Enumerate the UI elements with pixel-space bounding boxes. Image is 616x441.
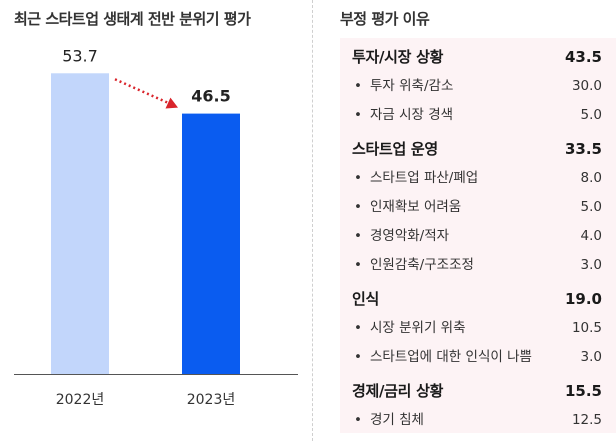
item-value: 12.5 <box>571 412 602 428</box>
category-value: 43.5 <box>564 48 602 66</box>
bullet-icon: • <box>354 78 362 94</box>
category-label: 투자/시장 상황 <box>352 48 444 66</box>
decline-arrow-line <box>114 78 173 106</box>
x-tick-label: 2022년 <box>56 392 105 408</box>
bullet-icon: • <box>354 228 362 244</box>
item-label: • 인재확보 어려움 <box>354 196 461 218</box>
decline-arrow-head-icon <box>165 97 178 109</box>
item-value: 3.0 <box>580 349 602 365</box>
bullet-icon: • <box>354 349 362 365</box>
x-tick-label: 2023년 <box>187 392 236 408</box>
reason-item: • 투자 위축/감소 30.0 <box>340 75 616 97</box>
item-label: • 인원감축/구조조정 <box>354 254 474 276</box>
item-value: 30.0 <box>571 78 602 94</box>
item-label: • 자금 시장 경색 <box>354 104 453 126</box>
bullet-icon: • <box>354 107 362 123</box>
category-value: 15.5 <box>564 382 602 400</box>
item-value: 5.0 <box>580 107 602 123</box>
bullet-icon: • <box>354 412 362 428</box>
category-value: 33.5 <box>564 140 602 158</box>
category-label: 경제/금리 상황 <box>352 382 444 400</box>
reason-item: • 경기 침체 12.5 <box>340 409 616 431</box>
reason-item: • 인원감축/구조조정 3.0 <box>340 254 616 276</box>
chart-title: 최근 스타트업 생태계 전반 분위기 평가 <box>14 10 251 28</box>
item-label: • 시장 분위기 위축 <box>354 317 466 339</box>
data-label: 53.7 <box>62 46 98 65</box>
reason-item: • 자금 시장 경색 5.0 <box>340 104 616 126</box>
reason-item: • 인재확보 어려움 5.0 <box>340 196 616 218</box>
category-label: 인식 <box>352 290 380 308</box>
item-label: • 투자 위축/감소 <box>354 75 453 97</box>
reason-item: • 스타트업에 대한 인식이 나쁨 3.0 <box>340 346 616 368</box>
reason-category: 경제/금리 상황 15.5 <box>340 380 616 402</box>
reason-category: 투자/시장 상황 43.5 <box>340 46 616 68</box>
reasons-panel: 투자/시장 상황 43.5 • 투자 위축/감소 30.0 • 자금 시장 경색 5.0 스타트… <box>340 38 616 433</box>
panel-divider <box>312 0 313 441</box>
bar-2023년 <box>182 113 240 374</box>
reason-category: 스타트업 운영 33.5 <box>340 138 616 160</box>
item-value: 8.0 <box>580 170 602 186</box>
data-label: 46.5 <box>191 87 230 106</box>
bullet-icon: • <box>354 257 362 273</box>
item-label: • 경기 침체 <box>354 409 424 431</box>
item-label: • 스타트업에 대한 인식이 나쁨 <box>354 346 532 368</box>
reason-category: 인식 19.0 <box>340 288 616 310</box>
reasons-title: 부정 평가 이유 <box>340 10 430 28</box>
category-label: 스타트업 운영 <box>352 140 438 158</box>
bullet-icon: • <box>354 199 362 215</box>
bar-2022년 <box>51 73 109 374</box>
item-label: • 경영악화/적자 <box>354 225 449 247</box>
item-value: 10.5 <box>571 320 602 336</box>
reason-item: • 시장 분위기 위축 10.5 <box>340 317 616 339</box>
item-label: • 스타트업 파산/폐업 <box>354 167 478 189</box>
bullet-icon: • <box>354 170 362 186</box>
bullet-icon: • <box>354 320 362 336</box>
reason-item: • 경영악화/적자 4.0 <box>340 225 616 247</box>
category-value: 19.0 <box>564 290 602 308</box>
item-value: 3.0 <box>580 257 602 273</box>
bar-chart: 53.7 2022년 46.5 2023년 <box>14 46 298 408</box>
reason-item: • 스타트업 파산/폐업 8.0 <box>340 167 616 189</box>
item-value: 5.0 <box>580 199 602 215</box>
item-value: 4.0 <box>580 228 602 244</box>
